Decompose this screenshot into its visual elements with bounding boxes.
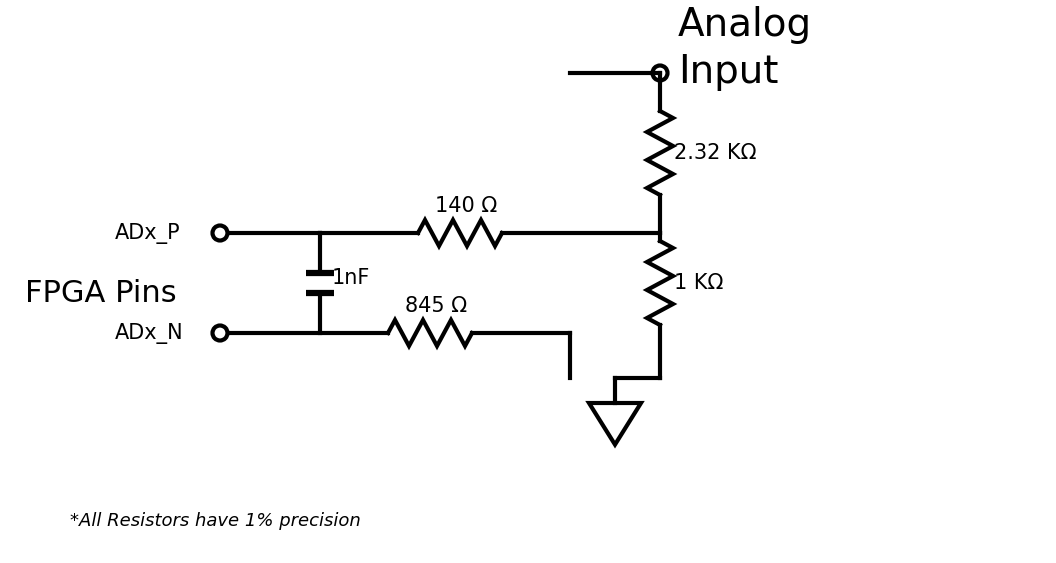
Text: ADx_N: ADx_N bbox=[115, 323, 184, 343]
Text: 1nF: 1nF bbox=[332, 268, 371, 288]
Text: ADx_P: ADx_P bbox=[115, 222, 181, 244]
Text: *All Resistors have 1% precision: *All Resistors have 1% precision bbox=[70, 512, 361, 530]
Text: 2.32 KΩ: 2.32 KΩ bbox=[674, 143, 756, 163]
Text: 140 Ω: 140 Ω bbox=[435, 196, 497, 216]
Text: 845 Ω: 845 Ω bbox=[406, 296, 467, 316]
Text: 1 KΩ: 1 KΩ bbox=[674, 273, 723, 293]
Text: FPGA Pins: FPGA Pins bbox=[25, 279, 176, 307]
Text: Analog
Input: Analog Input bbox=[678, 6, 812, 91]
